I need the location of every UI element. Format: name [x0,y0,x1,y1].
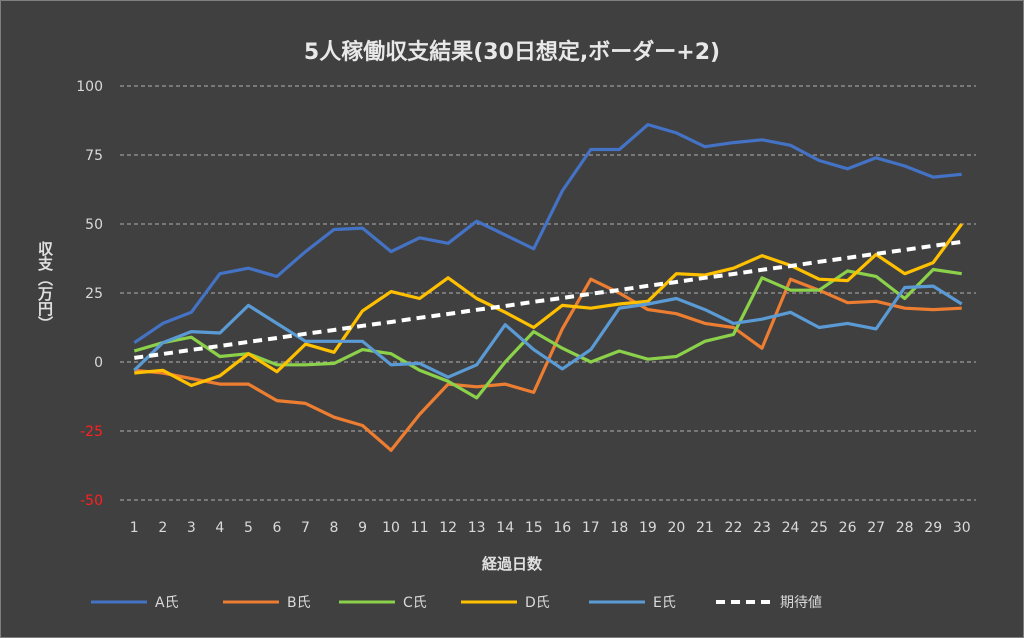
x-tick-label: 23 [753,520,771,536]
x-axis-label: 経過日数 [482,555,543,573]
x-tick-label: 24 [782,520,800,536]
legend-label: A氏 [155,595,179,611]
legend-label: B氏 [287,595,311,611]
series-line-2 [134,277,962,452]
x-tick-label: 11 [411,520,429,536]
x-tick-label: 28 [896,520,914,536]
y-axis-label: 収支（万円） [36,240,54,331]
x-tick-label: 3 [187,520,196,536]
x-tick-label: 22 [725,520,743,536]
legend-item: E氏 [589,595,676,611]
x-tick-label: 4 [215,520,224,536]
x-tick-label: 26 [839,520,857,536]
x-tick-label: 18 [610,520,628,536]
legend-item: A氏 [91,595,179,611]
x-tick-label: 13 [468,520,486,536]
legend-item: B氏 [223,595,311,611]
y-tick-label: 0 [94,355,103,371]
y-tick-label: 50 [85,217,103,233]
x-tick-label: 7 [301,520,310,536]
y-tick-label: 100 [76,79,103,95]
legend-label: 期待値 [780,595,822,611]
x-tick-label: 2 [158,520,167,536]
y-tick-label: 75 [85,148,103,164]
series-line-6 [134,239,962,360]
x-tick-label: 1 [130,520,139,536]
legend-label: D氏 [525,595,550,611]
x-tick-label: 30 [953,520,971,536]
x-tick-label: 10 [382,520,400,536]
x-tick-label: 5 [244,520,253,536]
legend-item: D氏 [461,595,550,611]
y-tick-label: -50 [80,493,103,509]
x-tick-label: 29 [924,520,942,536]
x-tick-label: 15 [525,520,543,536]
x-tick-label: 27 [867,520,885,536]
x-tick-label: 20 [667,520,685,536]
legend-label: E氏 [653,595,676,611]
x-tick-label: 19 [639,520,657,536]
y-tick-label: -25 [80,424,103,440]
series-line-5 [133,284,963,379]
series-line-4 [134,223,963,388]
x-tick-label: 21 [696,520,714,536]
legend-item: 期待値 [716,595,822,611]
x-tick-label: 12 [439,520,457,536]
x-tick-label: 14 [496,520,514,536]
x-tick-label: 9 [358,520,367,536]
x-tick-label: 6 [272,520,281,536]
series-line-3 [133,267,962,400]
x-tick-label: 25 [810,520,828,536]
legend-label: C氏 [403,595,427,611]
x-tick-label: 16 [553,520,571,536]
x-tick-label: 17 [582,520,600,536]
x-tick-label: 8 [330,520,339,536]
chart-title: 5人稼働収支結果(30日想定,ボーダー+2) [304,39,720,65]
y-tick-label: 25 [85,286,103,302]
series-line-1 [133,122,962,345]
legend-item: C氏 [339,595,427,611]
